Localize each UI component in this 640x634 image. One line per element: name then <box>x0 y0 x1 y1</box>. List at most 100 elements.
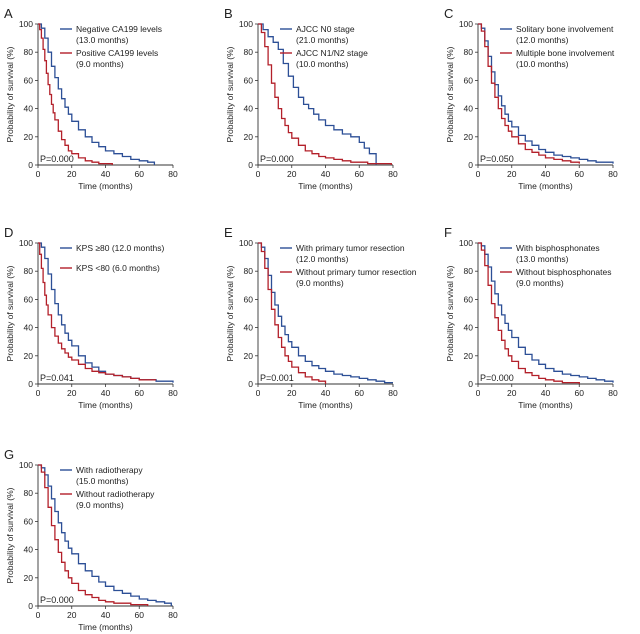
x-tick-label: 60 <box>355 169 365 179</box>
y-tick-label: 60 <box>24 294 34 304</box>
y-axis-title: Probability of survival (%) <box>5 487 15 583</box>
y-tick-label: 40 <box>464 323 474 333</box>
x-tick-label: 40 <box>321 169 331 179</box>
legend-sublabel: (10.0 months) <box>296 59 349 69</box>
x-tick-label: 0 <box>256 388 261 398</box>
y-tick-label: 0 <box>468 160 473 170</box>
x-tick-label: 20 <box>287 388 297 398</box>
x-axis-title: Time (months) <box>78 400 133 410</box>
panel-d: D 0 20 40 60 80 100 0 20 40 60 80 Time (months) Proba… <box>4 225 178 410</box>
survival-curve-blue <box>38 464 172 606</box>
panel-letter: A <box>4 6 13 21</box>
x-tick-label: 40 <box>101 388 111 398</box>
x-tick-label: 80 <box>388 388 398 398</box>
p-value-label: P=0.000 <box>40 154 74 164</box>
y-tick-label: 80 <box>24 47 34 57</box>
panel-a: A 0 20 40 60 80 100 0 20 40 60 80 Time (months) Proba… <box>4 6 178 191</box>
y-axis-title: Probability of survival (%) <box>445 265 455 361</box>
y-tick-label: 80 <box>24 266 34 276</box>
y-tick-label: 100 <box>239 238 253 248</box>
legend-label: Solitary bone involvement <box>516 24 614 34</box>
y-tick-label: 60 <box>24 516 34 526</box>
y-tick-label: 0 <box>248 160 253 170</box>
legend-label: KPS <80 (6.0 months) <box>76 263 160 273</box>
y-tick-label: 100 <box>459 238 473 248</box>
x-tick-label: 20 <box>67 388 77 398</box>
x-tick-label: 0 <box>36 388 41 398</box>
legend-label: With bisphosphonates <box>516 243 600 253</box>
p-value-label: P=0.000 <box>260 154 294 164</box>
y-tick-label: 20 <box>24 132 34 142</box>
y-tick-label: 60 <box>24 75 34 85</box>
legend-label: Positive CA199 levels <box>76 48 158 58</box>
y-axis-title: Probability of survival (%) <box>445 46 455 142</box>
y-tick-label: 0 <box>28 601 33 611</box>
y-tick-label: 100 <box>19 238 33 248</box>
x-axis-title: Time (months) <box>78 622 133 632</box>
survival-curve-red <box>478 242 580 384</box>
y-tick-label: 0 <box>28 160 33 170</box>
legend-sublabel: (9.0 months) <box>296 278 344 288</box>
p-value-label: P=0.041 <box>40 373 74 383</box>
x-tick-label: 40 <box>101 169 111 179</box>
y-tick-label: 80 <box>244 47 254 57</box>
legend-sublabel: (21.0 months) <box>296 35 349 45</box>
panel-f: F 0 20 40 60 80 100 0 20 40 60 80 Time (months) Proba… <box>444 225 618 410</box>
legend-label: Negative CA199 levels <box>76 24 162 34</box>
y-tick-label: 20 <box>464 132 474 142</box>
panel-letter: G <box>4 447 14 462</box>
x-tick-label: 0 <box>36 169 41 179</box>
x-axis-title: Time (months) <box>78 181 133 191</box>
y-tick-label: 20 <box>24 351 34 361</box>
panel-letter: E <box>224 225 233 240</box>
y-tick-label: 80 <box>244 266 254 276</box>
x-tick-label: 20 <box>287 169 297 179</box>
x-tick-label: 60 <box>355 388 365 398</box>
survival-curve-blue <box>38 23 156 165</box>
x-tick-label: 20 <box>67 610 77 620</box>
x-axis-title: Time (months) <box>298 181 353 191</box>
legend-sublabel: (12.0 months) <box>516 35 569 45</box>
y-axis-title: Probability of survival (%) <box>225 265 235 361</box>
x-tick-label: 80 <box>168 388 178 398</box>
legend-sublabel: (13.0 months) <box>516 254 569 264</box>
x-tick-label: 20 <box>507 388 517 398</box>
p-value-label: P=0.050 <box>480 154 514 164</box>
p-value-label: P=0.000 <box>40 595 74 605</box>
y-tick-label: 100 <box>239 19 253 29</box>
y-tick-label: 0 <box>248 379 253 389</box>
x-tick-label: 40 <box>101 610 111 620</box>
legend-label: AJCC N1/N2 stage <box>296 48 368 58</box>
x-tick-label: 80 <box>168 169 178 179</box>
x-tick-label: 60 <box>135 169 145 179</box>
x-tick-label: 0 <box>256 169 261 179</box>
y-tick-label: 0 <box>468 379 473 389</box>
y-tick-label: 60 <box>244 75 254 85</box>
panel-letter: B <box>224 6 233 21</box>
y-tick-label: 20 <box>24 573 34 583</box>
legend-sublabel: (10.0 months) <box>516 59 569 69</box>
x-tick-label: 0 <box>476 388 481 398</box>
legend-sublabel: (9.0 months) <box>76 500 124 510</box>
y-tick-label: 60 <box>464 75 474 85</box>
y-tick-label: 80 <box>24 488 34 498</box>
legend-label: AJCC N0 stage <box>296 24 355 34</box>
p-value-label: P=0.000 <box>480 373 514 383</box>
y-tick-label: 100 <box>19 460 33 470</box>
x-tick-label: 60 <box>135 610 145 620</box>
panel-letter: F <box>444 225 452 240</box>
y-tick-label: 40 <box>24 323 34 333</box>
legend-label: Without primary tumor resection <box>296 267 417 277</box>
legend-sublabel: (15.0 months) <box>76 476 129 486</box>
survival-curve-red <box>38 23 113 165</box>
legend-sublabel: (9.0 months) <box>516 278 564 288</box>
x-tick-label: 60 <box>135 388 145 398</box>
panel-g: G 0 20 40 60 80 100 0 20 40 60 80 Time (months) Proba… <box>4 447 178 632</box>
y-tick-label: 60 <box>244 294 254 304</box>
legend-label: Without bisphosphonates <box>516 267 611 277</box>
x-tick-label: 80 <box>608 169 618 179</box>
survival-curve-red <box>38 242 157 381</box>
survival-curve-red <box>478 23 580 164</box>
x-tick-label: 40 <box>321 388 331 398</box>
x-tick-label: 80 <box>608 388 618 398</box>
